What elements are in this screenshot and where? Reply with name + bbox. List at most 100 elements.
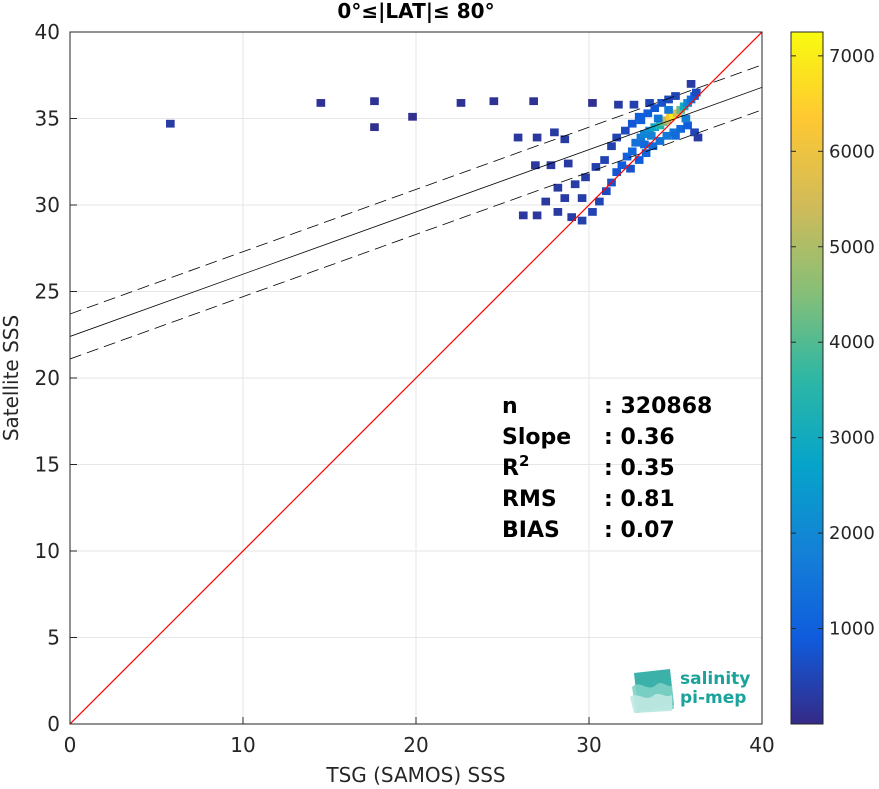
density-cell	[664, 95, 673, 104]
x-tick-label: 10	[230, 733, 255, 757]
density-cell	[546, 161, 556, 170]
density-cell	[532, 211, 542, 220]
density-cell	[686, 80, 696, 88]
stat-label: Slope	[502, 425, 571, 450]
stat-value: : 0.81	[604, 487, 675, 512]
density-cell	[577, 194, 587, 202]
density-cell	[691, 88, 701, 97]
colorbar	[790, 31, 824, 725]
density-cell	[560, 135, 570, 144]
confidence-line	[70, 64, 762, 315]
density-cell	[370, 97, 379, 106]
y-tick-label: 5	[47, 626, 60, 650]
density-cell	[607, 142, 616, 151]
fit-lines	[70, 32, 762, 724]
density-cell	[646, 131, 656, 140]
density-cell	[645, 99, 654, 107]
x-tick-label: 20	[403, 733, 428, 757]
density-cell	[456, 99, 466, 107]
density-cell	[634, 156, 644, 164]
density-cell	[653, 114, 663, 123]
density-cell	[662, 131, 672, 140]
density-cell	[370, 123, 379, 132]
stat-value: : 0.36	[604, 425, 675, 450]
colorbar-tick-label: 3000	[829, 428, 875, 449]
stat-label: BIAS	[502, 518, 560, 543]
density-cell	[645, 126, 654, 135]
density-cell	[690, 128, 699, 137]
colorbar-tick-label: 7000	[829, 46, 875, 67]
density-cell	[622, 152, 632, 161]
density-cell	[640, 140, 649, 149]
y-tick-label: 25	[35, 280, 60, 304]
stat-value: : 0.07	[604, 518, 675, 543]
colorbar-tick-label: 2000	[829, 523, 875, 544]
axis-ticks: 0 10 20 30 40 0 5 10 15 20 25 30 35 40	[35, 20, 775, 757]
density-cell	[643, 109, 653, 118]
y-tick-label: 20	[35, 366, 60, 390]
stat-value: : 320868	[604, 394, 712, 419]
density-cell	[513, 133, 523, 142]
density-cell	[591, 163, 601, 171]
density-cell	[408, 112, 417, 121]
density-cell	[316, 99, 326, 107]
density-cell	[629, 100, 639, 109]
y-tick-label: 35	[35, 107, 60, 131]
density-cell	[636, 116, 646, 125]
y-tick-label: 0	[47, 712, 60, 736]
x-tick-label: 0	[64, 733, 77, 757]
colorbar-ticks: 1000 2000 3000 4000 5000 6000 7000	[791, 46, 875, 640]
density-cell	[595, 197, 604, 206]
confidence-line	[70, 109, 762, 360]
density-cell	[655, 137, 665, 145]
density-cell	[560, 194, 570, 202]
density-cell	[693, 133, 703, 142]
density-cell	[166, 119, 175, 128]
stat-label: RMS	[502, 487, 557, 512]
density-cell	[681, 114, 691, 123]
density-cell	[600, 156, 609, 164]
density-cell	[577, 216, 587, 225]
density-cell	[648, 142, 658, 151]
density-cell	[627, 119, 637, 128]
density-cell	[664, 105, 673, 114]
density-cell	[588, 208, 597, 216]
density-cell	[671, 131, 680, 140]
x-axis-label: TSG (SAMOS) SSS	[325, 763, 505, 787]
fit-line	[70, 86, 762, 337]
y-tick-label: 15	[35, 453, 60, 477]
stat-value: : 0.35	[604, 456, 675, 481]
density-cell	[671, 92, 680, 100]
y-tick-label: 40	[35, 20, 60, 44]
density-cell	[529, 97, 538, 106]
density-cell	[588, 99, 597, 107]
chart-title: 0°≤|LAT|≤ 80°	[337, 0, 494, 23]
density-cell	[631, 138, 641, 147]
logo-waves-icon	[630, 669, 674, 713]
density-cell	[581, 173, 590, 182]
density-cell	[612, 133, 622, 142]
density-cell	[553, 183, 563, 192]
x-tick-label: 30	[576, 733, 601, 757]
density-cell	[553, 208, 563, 216]
y-axis-label: Satellite SSS	[0, 315, 23, 441]
density-cell	[532, 133, 542, 142]
density-cell	[531, 161, 540, 170]
density-cell	[489, 97, 499, 106]
density-cell	[570, 180, 580, 189]
density-cell	[612, 168, 622, 177]
y-tick-label: 30	[35, 193, 60, 217]
density-cell	[627, 147, 637, 156]
density-cell	[657, 99, 666, 107]
density-cell	[550, 128, 559, 137]
density-cell	[650, 123, 660, 132]
stat-label: n	[502, 394, 518, 419]
density-cell	[518, 211, 528, 220]
colorbar-tick-label: 6000	[829, 141, 875, 162]
density-cell	[676, 124, 686, 133]
density-cell	[626, 164, 635, 173]
y-tick-label: 10	[35, 539, 60, 563]
x-tick-label: 40	[749, 733, 774, 757]
logo: salinity pi-mep	[630, 669, 750, 713]
